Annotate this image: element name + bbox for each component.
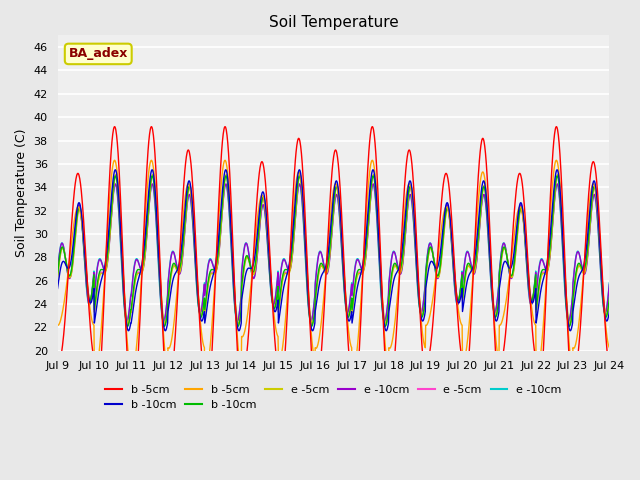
Title: Soil Temperature: Soil Temperature [269,15,398,30]
Legend: b -5cm, b -10cm, b -5cm, b -10cm, e -5cm, e -10cm, e -5cm, e -10cm: b -5cm, b -10cm, b -5cm, b -10cm, e -5cm… [101,380,566,415]
Text: BA_adex: BA_adex [68,48,128,60]
Y-axis label: Soil Temperature (C): Soil Temperature (C) [15,129,28,257]
